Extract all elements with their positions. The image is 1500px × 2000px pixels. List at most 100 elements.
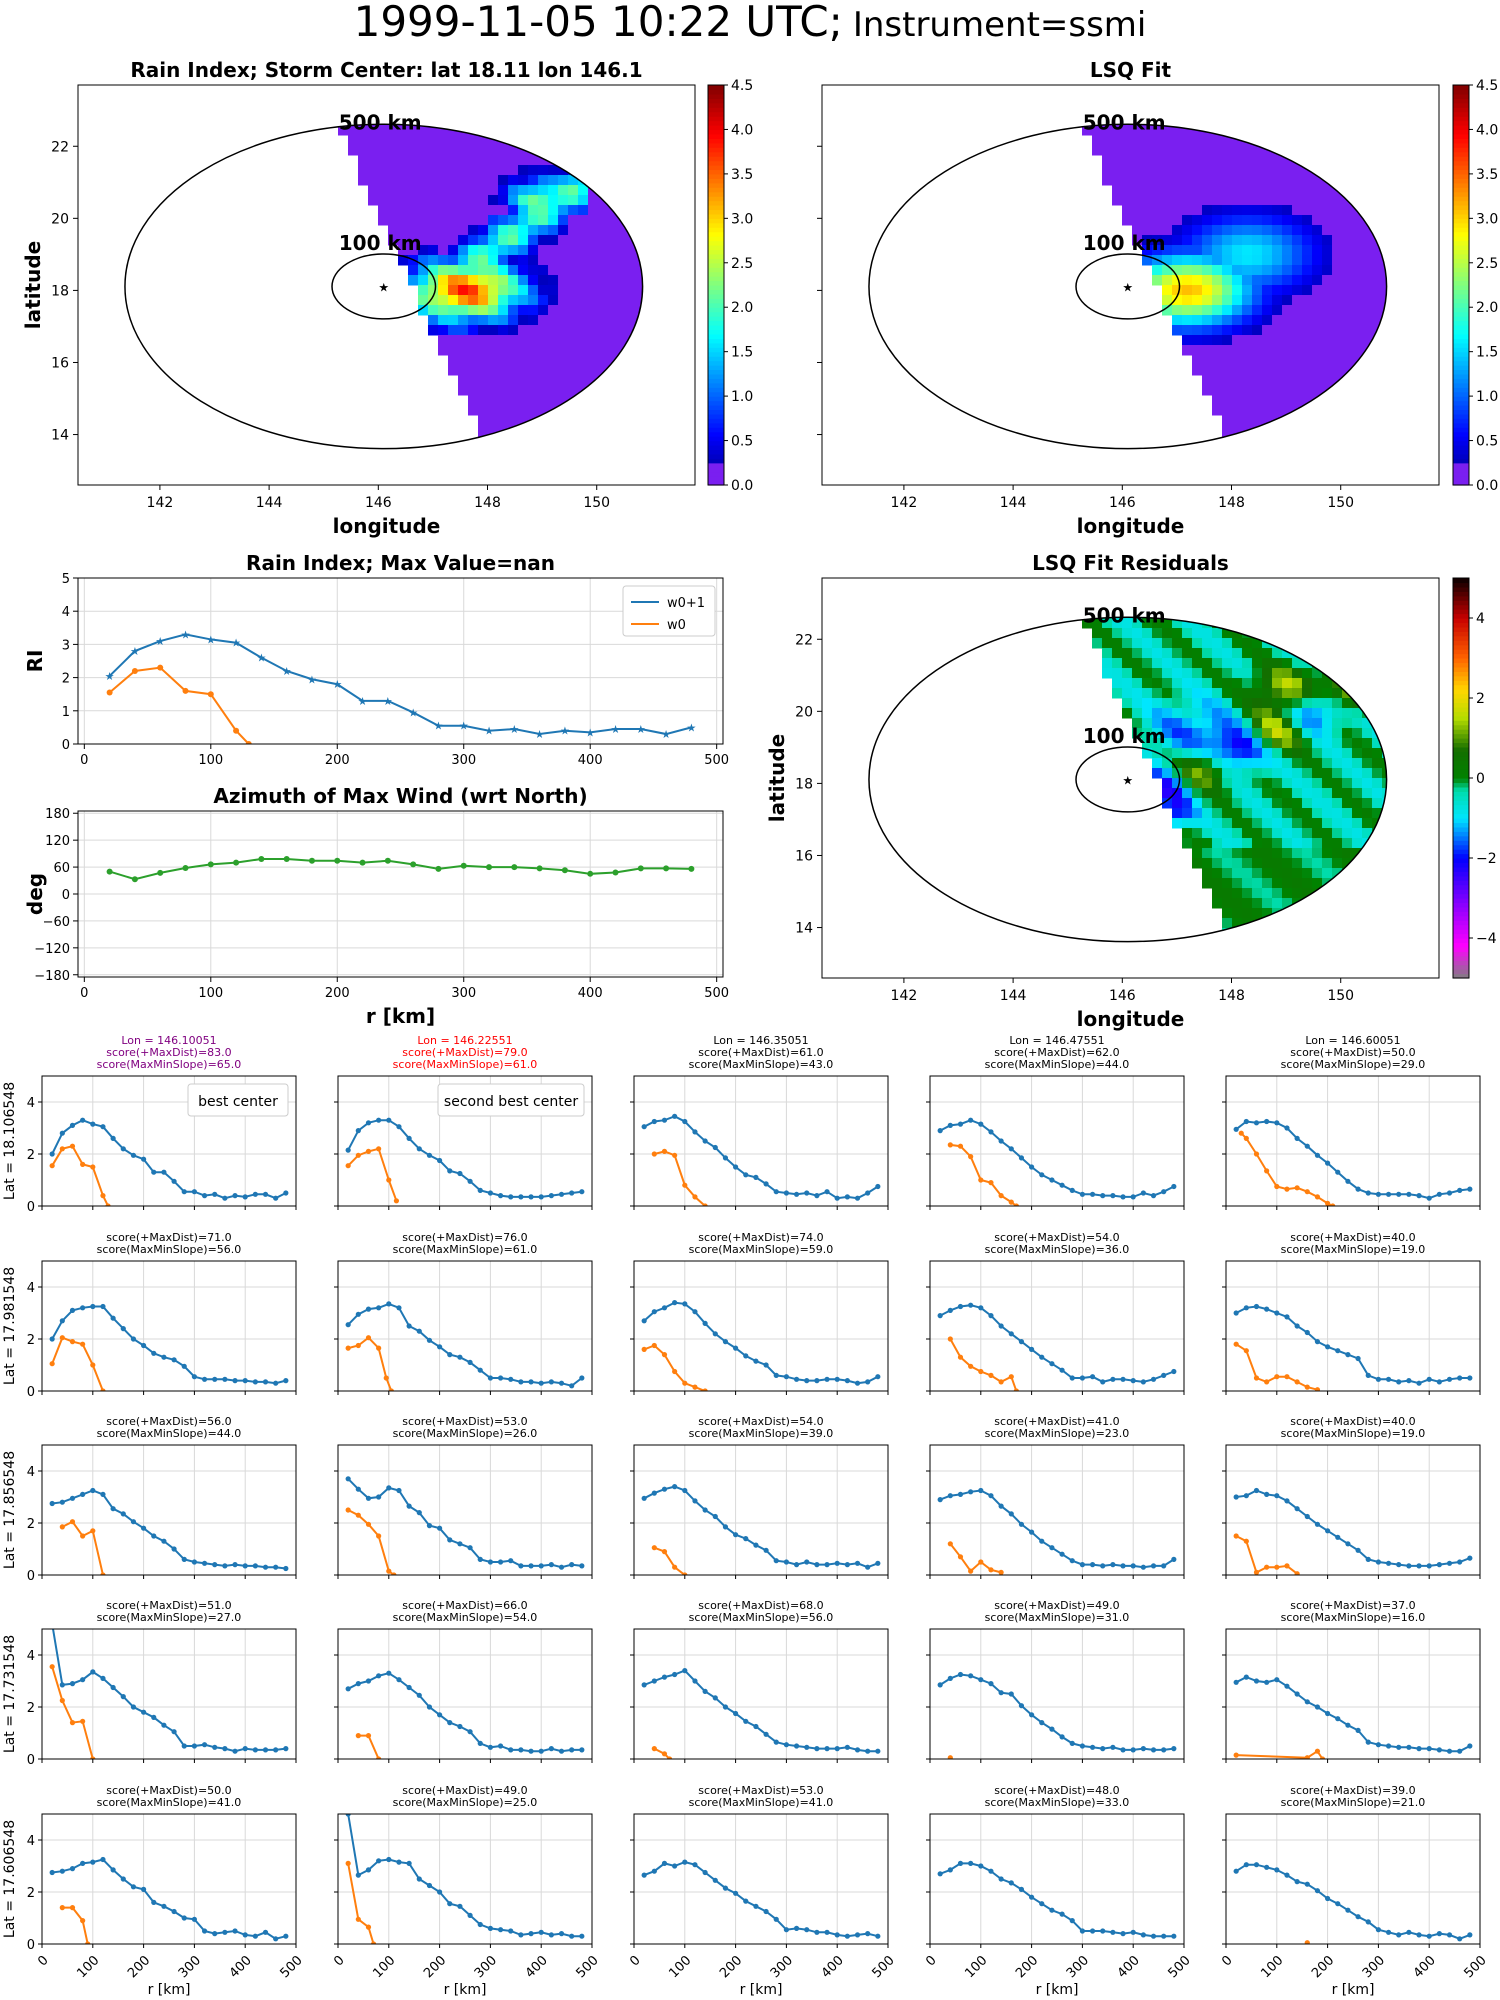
data-point: [1365, 1739, 1371, 1745]
map-cell: [1172, 648, 1183, 659]
map-cell: [1302, 828, 1313, 839]
colorbar-step: [708, 245, 724, 251]
y-tick-label: −60: [43, 915, 70, 930]
data-point: [988, 1868, 994, 1874]
data-point: [345, 1163, 351, 1169]
data-point: [968, 1673, 974, 1679]
map-cell: [1352, 648, 1363, 659]
map-cell: [1142, 618, 1153, 629]
map-cell: [1252, 155, 1263, 166]
map-cell: [568, 455, 579, 466]
map-cell: [1352, 948, 1363, 959]
data-point: [447, 1352, 453, 1358]
map-cell: [448, 305, 459, 316]
map-cell: [598, 135, 609, 146]
data-point: [682, 1118, 688, 1125]
data-point: [865, 1931, 871, 1937]
cell-title: score(+MaxDist)=50.0: [1290, 1046, 1415, 1059]
map-cell: [1252, 598, 1263, 609]
map-cell: [1262, 678, 1273, 689]
map-cell: [1232, 888, 1243, 899]
series-line-w0: [51, 1336, 104, 1391]
data-point: [783, 1927, 790, 1933]
data-point: [968, 1489, 974, 1495]
map-cell: [488, 85, 499, 96]
map-cell: [1232, 275, 1243, 286]
map-cell: [618, 105, 629, 116]
map-cell: [1292, 175, 1303, 186]
map-cell: [1242, 588, 1253, 599]
data-point: [753, 1358, 759, 1364]
map-cell: [588, 225, 599, 236]
map-cell: [1332, 235, 1343, 246]
map-cell: [508, 95, 519, 106]
data-point: [1294, 1135, 1300, 1141]
data-point: [1467, 1375, 1473, 1381]
map-cell: [1312, 405, 1323, 416]
grid-cell: 0 100 200 300 400 500score(+MaxDist)=48.0scor…: [923, 1784, 1193, 1998]
map-cell: [538, 315, 549, 326]
map-cell: [518, 345, 529, 356]
map-cell: [1292, 688, 1303, 699]
map-cell: [1232, 195, 1243, 206]
map-cell: [568, 465, 579, 476]
map-cell: [1352, 828, 1363, 839]
map-cell: [588, 235, 599, 246]
map-cell: [548, 255, 559, 266]
map-cell: [1222, 395, 1233, 406]
map-cell: [468, 355, 479, 366]
map-cell: [1192, 305, 1203, 316]
map-cell: [468, 275, 479, 286]
data-point: [1375, 1376, 1381, 1382]
map-cell: [1302, 638, 1313, 649]
map-cell: [1222, 888, 1233, 899]
map-cell: [1372, 355, 1383, 366]
map-cell: [448, 285, 459, 296]
data-point: [69, 1681, 76, 1687]
data-point: [1140, 1746, 1146, 1752]
map-cell: [618, 435, 629, 446]
map-cell: [1352, 275, 1363, 286]
map-cell: [1202, 638, 1213, 649]
map-cell: [1352, 185, 1363, 196]
map-cell: [488, 295, 499, 306]
map-cell: [1362, 105, 1373, 116]
map-cell: [1252, 245, 1263, 256]
colorbar-step: [708, 227, 724, 233]
map-cell: [1362, 124, 1373, 126]
data-point: [222, 1195, 228, 1201]
map-cell: [1142, 728, 1153, 739]
map-cell: [1232, 335, 1243, 346]
map-cell: [1362, 355, 1373, 366]
map-cell: [1292, 788, 1303, 799]
cell-series: [937, 1302, 1177, 1391]
map-cell: [1272, 395, 1283, 406]
data-point: [262, 1929, 269, 1935]
x-tick-label: 100: [198, 986, 223, 1001]
map-cell: [388, 155, 399, 166]
map-cell: [1362, 415, 1373, 426]
map-cell: [538, 265, 549, 276]
map-cell: [1352, 195, 1363, 206]
map-cell: [1322, 435, 1333, 446]
cell-title: score(+MaxDist)=61.0: [698, 1046, 823, 1059]
map-cell: [438, 235, 449, 246]
map-cell: [508, 265, 519, 276]
map-cell: [1372, 628, 1383, 639]
map-cell: [1142, 738, 1153, 749]
map-cell: [468, 295, 479, 306]
data-point: [702, 1138, 708, 1144]
data-point: [212, 1931, 218, 1937]
x-tick-label: 150: [1327, 988, 1354, 1004]
map-cell: [1162, 245, 1173, 256]
map-cell: [1212, 798, 1223, 809]
map-cell: [478, 95, 489, 106]
data-point: [252, 1379, 258, 1385]
colorbar-step: [1453, 862, 1469, 868]
map-cell: [1112, 668, 1123, 679]
data-point: [406, 1323, 412, 1329]
map-cell: [418, 155, 429, 166]
map-cell: [438, 165, 449, 176]
series-line-w0: [51, 1145, 109, 1206]
map-cell: [1382, 345, 1387, 356]
